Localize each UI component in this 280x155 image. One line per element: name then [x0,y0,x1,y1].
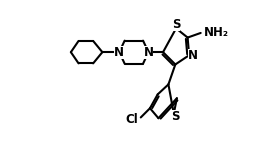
Text: S: S [172,18,180,31]
Text: S: S [171,110,179,123]
Text: NH₂: NH₂ [204,26,228,39]
Text: N: N [188,49,198,62]
Text: N: N [143,46,153,59]
Text: N: N [114,46,124,59]
Text: Cl: Cl [125,113,138,126]
